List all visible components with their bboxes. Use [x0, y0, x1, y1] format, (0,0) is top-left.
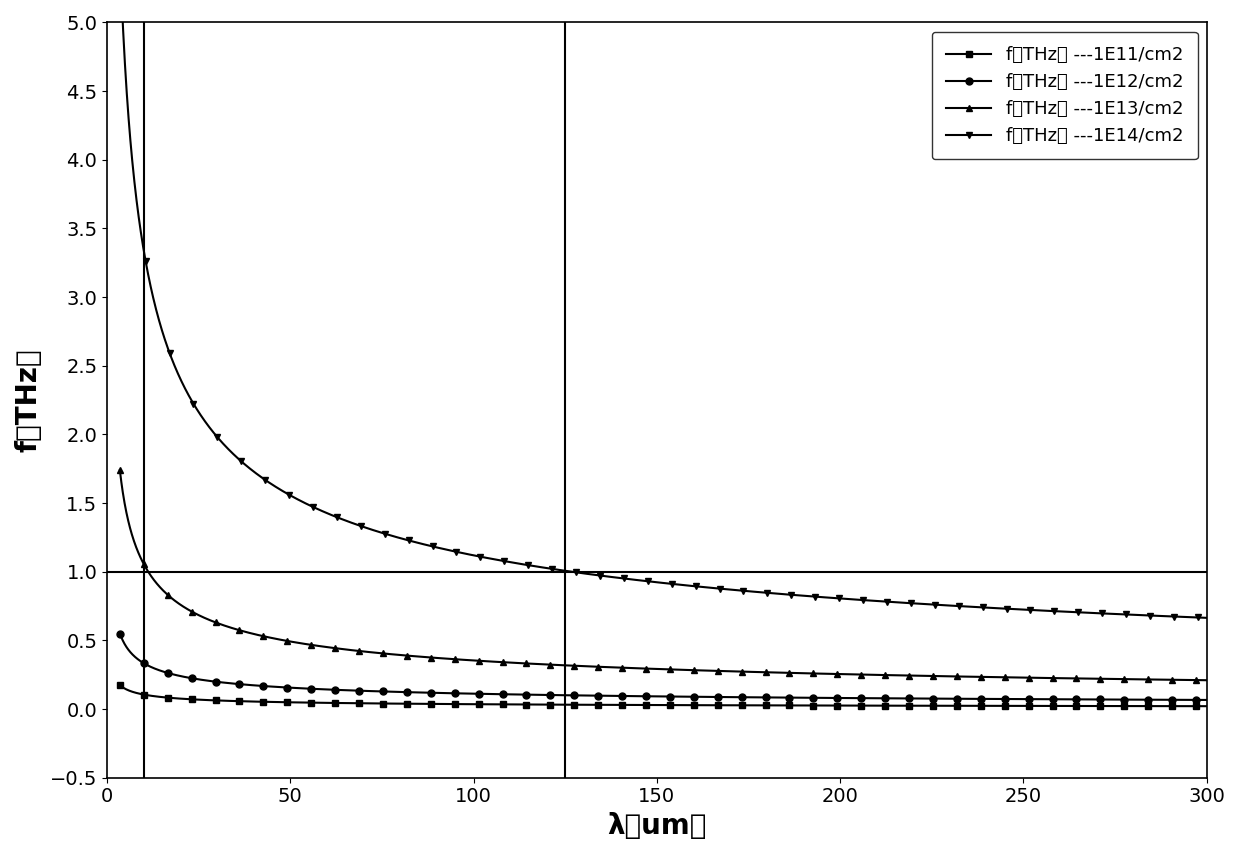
- Y-axis label: f（THz）: f（THz）: [15, 348, 43, 452]
- X-axis label: λ（um）: λ（um）: [608, 812, 707, 840]
- Legend: f（THz） ---1E11/cm2, f（THz） ---1E12/cm2, f（THz） ---1E13/cm2, f（THz） ---1E14/cm2: f（THz） ---1E11/cm2, f（THz） ---1E12/cm2, …: [931, 32, 1198, 160]
